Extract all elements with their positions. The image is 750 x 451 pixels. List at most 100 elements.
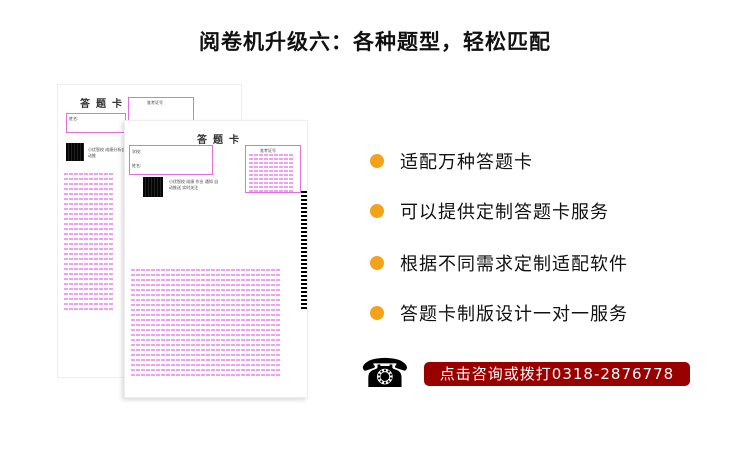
bubble [176, 369, 180, 371]
telephone-icon: ☎ [360, 351, 410, 397]
bubble [94, 253, 98, 255]
bubble [69, 303, 73, 305]
bubble [84, 213, 88, 215]
bubble [266, 374, 270, 376]
bubble [241, 359, 245, 361]
bubble [69, 193, 73, 195]
bubble [166, 279, 170, 281]
bubble [146, 274, 150, 276]
bubble [191, 299, 195, 301]
bubble [211, 374, 215, 376]
bubble [99, 198, 103, 200]
bubble [74, 218, 78, 220]
bubble [276, 284, 280, 286]
bubble [231, 344, 235, 346]
bubble [261, 314, 265, 316]
bubble [276, 359, 280, 361]
bubble [156, 339, 160, 341]
exam-number-box: 准考证号 [245, 145, 301, 193]
bubble [89, 303, 93, 305]
bubble [136, 339, 140, 341]
bubble [251, 299, 255, 301]
bubble [231, 299, 235, 301]
bubble [251, 354, 255, 356]
bubble [226, 304, 230, 306]
contact-button[interactable]: 点击咨询或拨打0318-2876778 [424, 362, 690, 386]
bubble [241, 274, 245, 276]
bubble [206, 284, 210, 286]
bubble [69, 278, 73, 280]
bubble [171, 369, 175, 371]
bubble [176, 334, 180, 336]
bubble [241, 289, 245, 291]
bubble [146, 319, 150, 321]
bubble [89, 293, 93, 295]
bubble [69, 203, 73, 205]
bubble [74, 238, 78, 240]
bubble [74, 183, 78, 185]
bubble [141, 279, 145, 281]
bubble [266, 314, 270, 316]
bubble [151, 284, 155, 286]
bubble [84, 273, 88, 275]
bubble [171, 344, 175, 346]
bubble [246, 349, 250, 351]
bubble [94, 203, 98, 205]
bubble [181, 279, 185, 281]
bubble [176, 374, 180, 376]
bubble [256, 339, 260, 341]
bubble [109, 263, 113, 265]
bubble [266, 329, 270, 331]
bubble [64, 278, 68, 280]
bubble [141, 359, 145, 361]
bubble [146, 359, 150, 361]
bubble [104, 218, 108, 220]
bubble [246, 314, 250, 316]
bubble [221, 289, 225, 291]
bubble [84, 223, 88, 225]
bubble [256, 324, 260, 326]
bubble [79, 278, 83, 280]
bubble [84, 243, 88, 245]
bubble [94, 268, 98, 270]
bubble [211, 354, 215, 356]
bubble [271, 364, 275, 366]
bubble [196, 374, 200, 376]
bubble [79, 253, 83, 255]
bubble [181, 289, 185, 291]
bubble [94, 183, 98, 185]
bubble [104, 308, 108, 310]
bubble [231, 314, 235, 316]
bubble [251, 344, 255, 346]
bubble [271, 284, 275, 286]
bubble [79, 233, 83, 235]
bubble [94, 178, 98, 180]
bubble [109, 273, 113, 275]
bubble [276, 314, 280, 316]
bubble [69, 233, 73, 235]
bubble [216, 359, 220, 361]
bubble [156, 299, 160, 301]
bubble [246, 284, 250, 286]
bubble [166, 329, 170, 331]
bubble [256, 314, 260, 316]
bubble [171, 299, 175, 301]
bubble [236, 309, 240, 311]
bubble [241, 299, 245, 301]
bubble [191, 294, 195, 296]
bubble [279, 158, 283, 160]
bubble [131, 324, 135, 326]
bubble [216, 274, 220, 276]
feature-text: 适配万种答题卡 [400, 152, 533, 173]
bubble [69, 223, 73, 225]
bubble [89, 198, 93, 200]
bubble [269, 154, 273, 156]
bubble [171, 339, 175, 341]
bubble [254, 182, 258, 184]
bubble [166, 309, 170, 311]
bubble [99, 208, 103, 210]
bubble [171, 334, 175, 336]
bubble [136, 284, 140, 286]
bubble [74, 213, 78, 215]
bubble [136, 274, 140, 276]
